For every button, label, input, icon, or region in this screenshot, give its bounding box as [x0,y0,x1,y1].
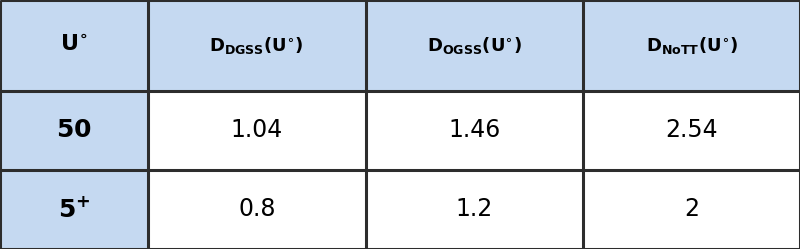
Text: 1.04: 1.04 [230,118,283,142]
Text: 1.46: 1.46 [448,118,501,142]
Text: $\mathbf{D_{OGSS}(U^{\circ})}$: $\mathbf{D_{OGSS}(U^{\circ})}$ [427,35,522,56]
Text: $\mathbf{D_{NoTT}(U^{\circ})}$: $\mathbf{D_{NoTT}(U^{\circ})}$ [646,35,738,56]
Bar [148,170,366,249]
Text: $\mathbf{D_{DGSS}(U^{\circ})}$: $\mathbf{D_{DGSS}(U^{\circ})}$ [210,35,304,56]
Text: 2: 2 [685,197,699,221]
Bar [148,0,366,91]
Text: 0.8: 0.8 [238,197,275,221]
Bar [583,0,800,91]
Bar [0,170,148,249]
Text: $\mathbf{50}$: $\mathbf{50}$ [56,118,92,142]
Bar [0,91,148,170]
Bar [366,170,583,249]
Bar [366,0,583,91]
Bar [0,0,148,91]
Bar [583,170,800,249]
Text: $\mathbf{5^{+}}$: $\mathbf{5^{+}}$ [58,197,90,222]
Bar [366,91,583,170]
Bar [583,91,800,170]
Text: 2.54: 2.54 [666,118,718,142]
Bar [148,91,366,170]
Text: $\mathbf{U^{\circ}}$: $\mathbf{U^{\circ}}$ [60,35,88,55]
Text: 1.2: 1.2 [456,197,493,221]
